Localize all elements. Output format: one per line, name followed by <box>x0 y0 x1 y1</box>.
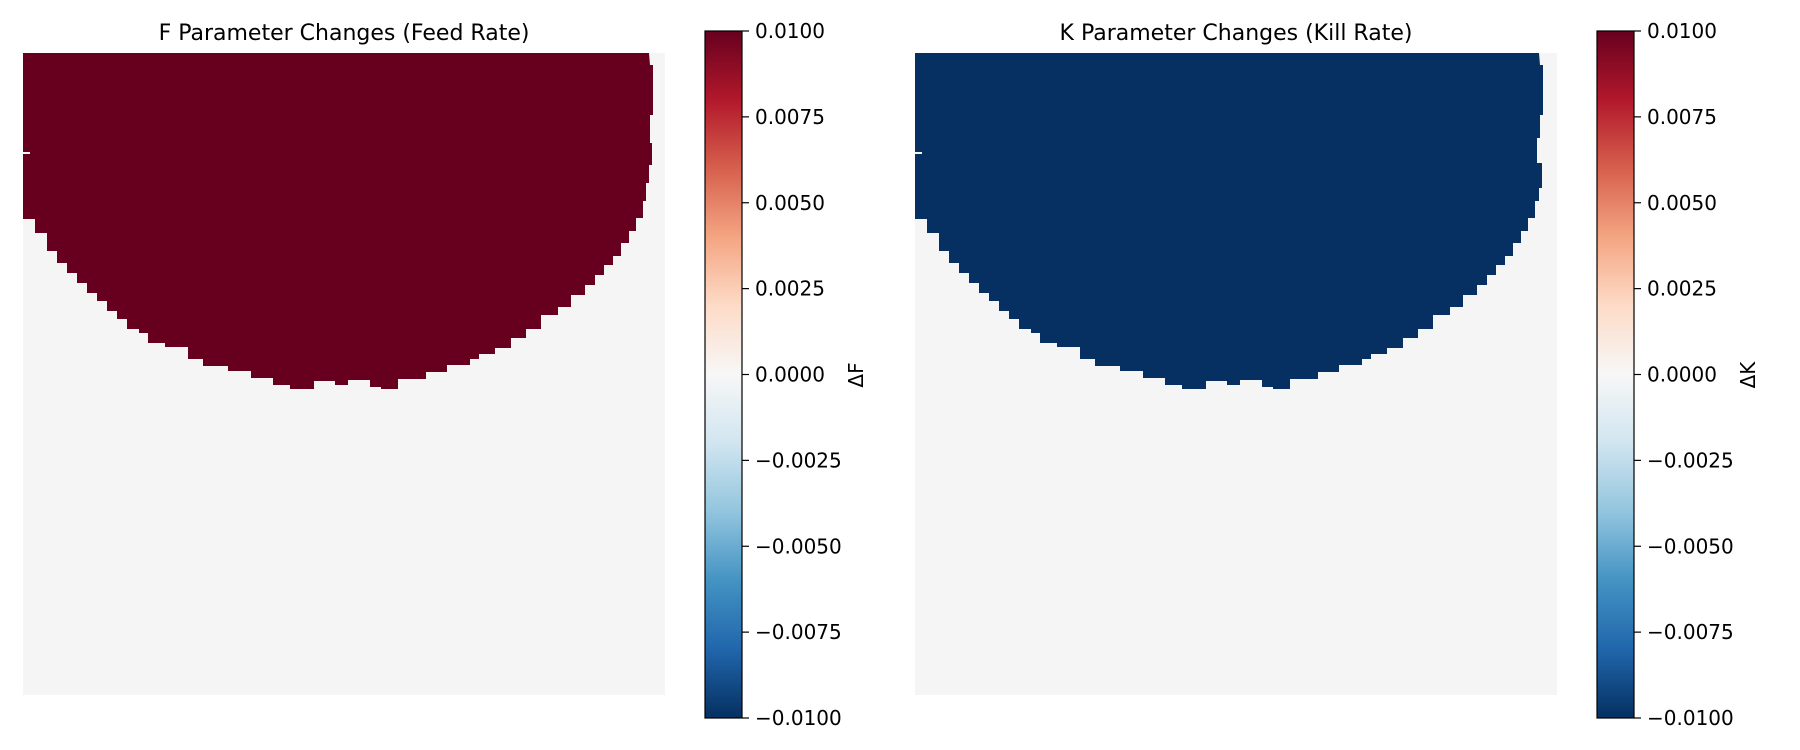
colorbar-ticks-k: 0.0100 0.0075 0.0050 0.0025 0.0000 −0.0025 −0.… <box>1634 19 1734 730</box>
heatmap-f <box>23 53 665 695</box>
colorbar-ticks-f: 0.0100 0.0075 0.0050 0.0025 0.0000 −0.0025 −0.… <box>742 19 842 730</box>
colorbar-label-k: ΔK <box>1736 361 1760 389</box>
colorbar-gradient-k <box>1596 30 1635 719</box>
heatmap-region-changed-k <box>915 53 1543 389</box>
chart-title-k: K Parameter Changes (Kill Rate) <box>1060 21 1413 46</box>
heatmap-tick-mark-f <box>23 152 30 154</box>
panel-k: K Parameter Changes (Kill Rate) 0.01000.… <box>915 19 1760 730</box>
colorbar-tick-label-f: 0.0100 <box>755 19 825 43</box>
colorbar-tick-label-f: 0.0000 <box>755 363 825 387</box>
colorbar-tick-label-k: 0.0025 <box>1647 277 1717 301</box>
colorbar-tick-label-k: −0.0100 <box>1647 706 1734 730</box>
colorbar-tick-label-f: −0.0050 <box>755 534 842 558</box>
panel-f: F Parameter Changes (Feed Rate) 0.01000.… <box>23 19 868 730</box>
colorbar-tick-label-f: 0.0025 <box>755 277 825 301</box>
colorbar-tick-label-f: 0.0050 <box>755 191 825 215</box>
colorbar-tick-label-k: −0.0075 <box>1647 620 1734 644</box>
colorbar-tick-label-f: 0.0075 <box>755 105 825 129</box>
colorbar-tick-label-k: 0.0000 <box>1647 363 1717 387</box>
colorbar-tick-label-k: 0.0100 <box>1647 19 1717 43</box>
heatmap-k <box>915 53 1557 695</box>
colorbar-tick-label-k: 0.0075 <box>1647 105 1717 129</box>
heatmap-region-changed-f <box>23 53 653 389</box>
chart-title-f: F Parameter Changes (Feed Rate) <box>159 21 530 46</box>
colorbar-tick-label-f: −0.0100 <box>755 706 842 730</box>
colorbar-gradient-f <box>704 30 743 719</box>
colorbar-tick-label-f: −0.0075 <box>755 620 842 644</box>
colorbar-k: 0.0100 0.0075 0.0050 0.0025 0.0000 −0.0025 −0.… <box>1596 19 1760 730</box>
colorbar-f: 0.0100 0.0075 0.0050 0.0025 0.0000 −0.0025 −0.… <box>704 19 868 730</box>
colorbar-tick-label-k: 0.0050 <box>1647 191 1717 215</box>
heatmap-tick-mark-k <box>915 152 922 154</box>
colorbar-tick-label-f: −0.0025 <box>755 448 842 472</box>
colorbar-tick-label-k: −0.0050 <box>1647 534 1734 558</box>
colorbar-label-f: ΔF <box>844 362 868 387</box>
colorbar-tick-label-k: −0.0025 <box>1647 448 1734 472</box>
